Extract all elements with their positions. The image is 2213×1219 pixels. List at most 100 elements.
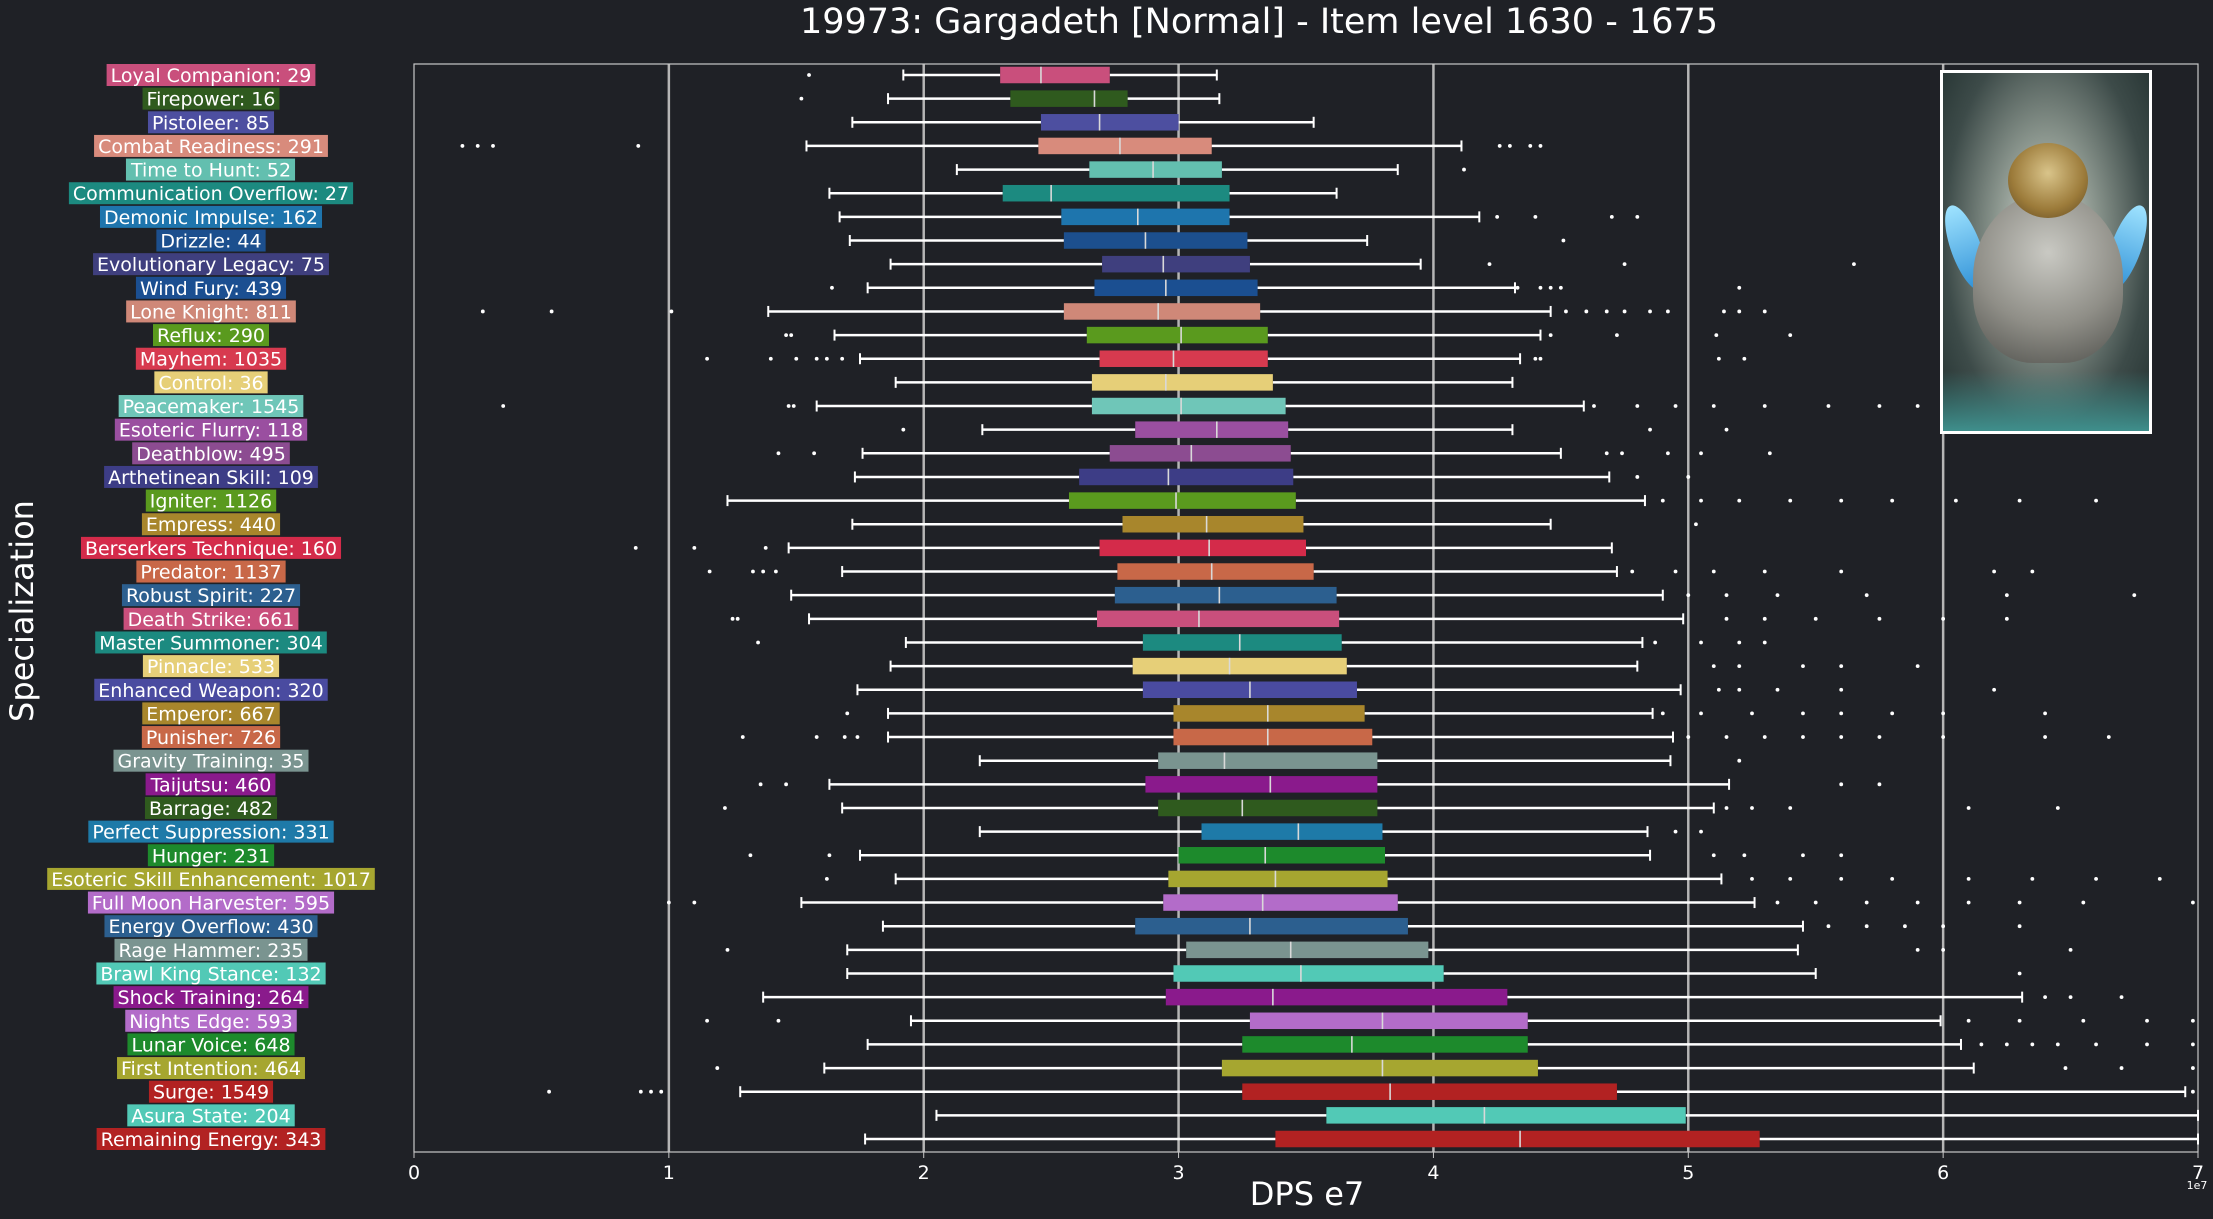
category-label-text: Berserkers Technique: 160 (85, 538, 337, 560)
outlier-point (751, 569, 755, 574)
outlier-point (549, 309, 554, 314)
outlier-point (2043, 735, 2047, 739)
category-label-text: Brawl King Stance: 132 (100, 963, 321, 985)
category-label-text: Communication Overflow: 27 (73, 183, 349, 205)
category-label-bg (153, 324, 269, 347)
category-label-text: Mayhem: 1035 (140, 349, 282, 371)
outlier-point (2191, 1089, 2195, 1094)
category-label-bg (96, 1128, 326, 1150)
outlier-point (1724, 427, 1729, 432)
box-group (730, 610, 2009, 628)
outlier-point (2119, 1066, 2124, 1070)
box-group (740, 728, 2111, 746)
portrait-creature-head (2008, 143, 2088, 218)
outlier-point (1558, 285, 1563, 290)
iqr-box (1040, 114, 1179, 131)
category-label: Deathblow: 495 (132, 442, 290, 465)
outlier-point (1788, 806, 1793, 810)
outlier-point (1487, 262, 1492, 267)
outlier-point (784, 333, 788, 337)
iqr-box (1249, 1012, 1528, 1030)
category-label: Asura State: 204 (127, 1104, 295, 1127)
x-tick-label: 4 (1427, 1162, 1439, 1184)
category-label-text: Perfect Suppression: 331 (92, 822, 329, 844)
outlier-point (1724, 593, 1729, 598)
outlier-point (776, 1018, 781, 1023)
box-group (547, 1083, 2195, 1100)
outlier-point (1497, 144, 1502, 148)
outlier-point (2068, 995, 2073, 1000)
outlier-point (1966, 877, 1971, 881)
category-label-bg (142, 702, 280, 725)
outlier-point (491, 144, 495, 148)
iqr-box (1165, 988, 1508, 1006)
outlier-point (2068, 947, 2073, 952)
outlier-point (669, 309, 674, 314)
outlier-point (1813, 900, 1818, 905)
outlier-point (740, 735, 745, 739)
outlier-point (638, 1089, 643, 1094)
outlier-point (2094, 1042, 2098, 1047)
iqr-box (1173, 728, 1373, 746)
category-label-text: Predator: 1137 (140, 562, 281, 584)
outlier-point (1941, 616, 1946, 621)
outlier-point (1722, 309, 1726, 314)
category-label-text: Shock Training: 264 (118, 987, 305, 1009)
category-label-bg (104, 465, 318, 488)
box-group (460, 137, 1543, 155)
iqr-box (1168, 870, 1388, 888)
category-label: Remaining Energy: 343 (96, 1128, 326, 1151)
category-label-text: Empress: 440 (146, 514, 276, 536)
outlier-point (2094, 877, 2098, 881)
outlier-point (1775, 687, 1780, 692)
iqr-box (1275, 1130, 1760, 1148)
category-label-bg (136, 560, 286, 583)
category-label-bg (145, 489, 277, 512)
box-group (901, 421, 1729, 438)
category-label-bg (95, 631, 327, 654)
category-label-text: Lunar Voice: 648 (131, 1034, 290, 1056)
outlier-point (1538, 356, 1543, 361)
category-label: Demonic Impulse: 162 (99, 205, 323, 229)
category-label-bg (141, 513, 281, 536)
category-label: Drizzle: 44 (156, 229, 266, 253)
outlier-point (1801, 853, 1805, 858)
category-label: Pinnacle: 533 (142, 655, 280, 678)
category-label: Gravity Training: 35 (113, 749, 309, 773)
category-label: Predator: 1137 (136, 560, 286, 584)
category-label-bg (68, 182, 354, 205)
outlier-point (2004, 616, 2009, 621)
outlier-point (1826, 404, 1831, 408)
category-label: Lone Knight: 811 (126, 300, 296, 323)
category-label-bg (135, 347, 287, 370)
outlier-point (1673, 569, 1678, 574)
outlier-point (1839, 664, 1844, 669)
category-label-text: Full Moon Harvester: 595 (92, 893, 330, 915)
box-group (828, 184, 1338, 202)
outlier-point (763, 545, 768, 550)
category-label-text: Arthetinean Skill: 109 (108, 467, 314, 489)
box-group (799, 90, 1221, 107)
category-label-text: Rage Hammer: 235 (118, 940, 303, 962)
chart-title: 19973: Gargadeth [Normal] - Item level 1… (800, 2, 1718, 42)
outlier-point (1775, 593, 1780, 598)
outlier-point (705, 356, 709, 361)
outlier-point (1915, 664, 1920, 669)
outlier-point (1724, 806, 1729, 810)
x-tick-label: 0 (408, 1162, 420, 1184)
y-axis-label: Specialization (3, 500, 41, 722)
outlier-point (2081, 900, 2086, 905)
outlier-point (1788, 333, 1793, 337)
outlier-point (1507, 144, 1512, 148)
box-group (790, 586, 2137, 604)
outlier-point (807, 73, 811, 77)
outlier-point (1742, 853, 1747, 858)
box-group (978, 823, 1703, 840)
iqr-box (1068, 492, 1296, 509)
category-label: Lunar Voice: 648 (127, 1033, 295, 1056)
category-label-text: Esoteric Flurry: 118 (119, 420, 303, 442)
category-label: Berserkers Technique: 160 (80, 536, 342, 560)
category-label-bg (114, 938, 308, 961)
box-group (866, 1036, 2195, 1053)
